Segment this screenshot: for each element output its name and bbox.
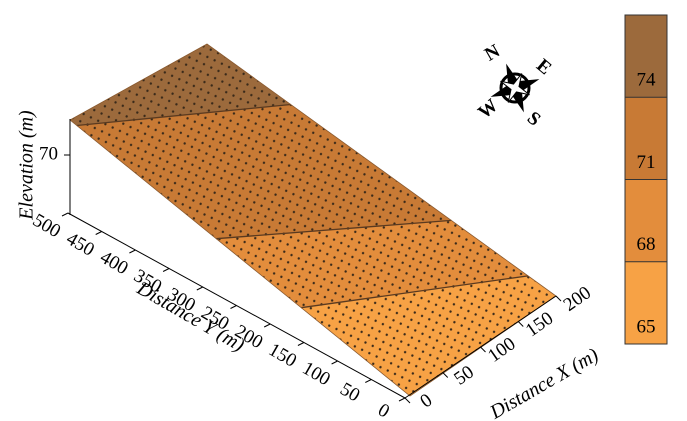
compass-letter: W	[474, 95, 502, 123]
colorbar-tick-label: 65	[637, 316, 656, 337]
y-tick	[231, 306, 237, 309]
y-tick	[264, 324, 270, 327]
y-tick	[62, 213, 68, 216]
surface	[70, 44, 556, 396]
compass-letter: N	[481, 40, 504, 65]
y-tick-label: 50	[336, 379, 363, 407]
y-tick	[96, 232, 102, 235]
y-tick-label: 100	[299, 358, 334, 390]
z-tick-label: 70	[39, 143, 58, 164]
y-tick	[365, 380, 371, 383]
y-tick	[298, 343, 304, 346]
x-tick	[443, 373, 448, 378]
x-tick-label: 0	[416, 390, 436, 413]
compass-letter: S	[523, 108, 545, 131]
compass: N E SW	[474, 40, 555, 130]
y-tick	[163, 269, 169, 272]
z-axis-label: Elevation (m)	[16, 110, 38, 221]
colorbar: 65 68 71 74	[625, 15, 667, 344]
y-tick-label: 400	[96, 247, 131, 279]
y-tick	[129, 250, 135, 253]
y-tick	[399, 398, 405, 401]
colorbar-tick-label: 74	[637, 70, 657, 91]
x-tick-label: 200	[560, 282, 595, 316]
colorbar-tick-label: 68	[637, 234, 656, 255]
chart: 050100150200250300350400450500Distance Y…	[0, 0, 687, 421]
colorbar-tick-label: 71	[637, 152, 656, 173]
y-tick-label: 450	[63, 228, 98, 260]
y-tick-label: 0	[374, 400, 393, 421]
y-tick	[332, 361, 338, 364]
x-tick	[405, 398, 410, 403]
y-tick	[197, 287, 203, 290]
compass-letter: E	[532, 55, 555, 79]
y-tick-label: 150	[265, 339, 300, 371]
